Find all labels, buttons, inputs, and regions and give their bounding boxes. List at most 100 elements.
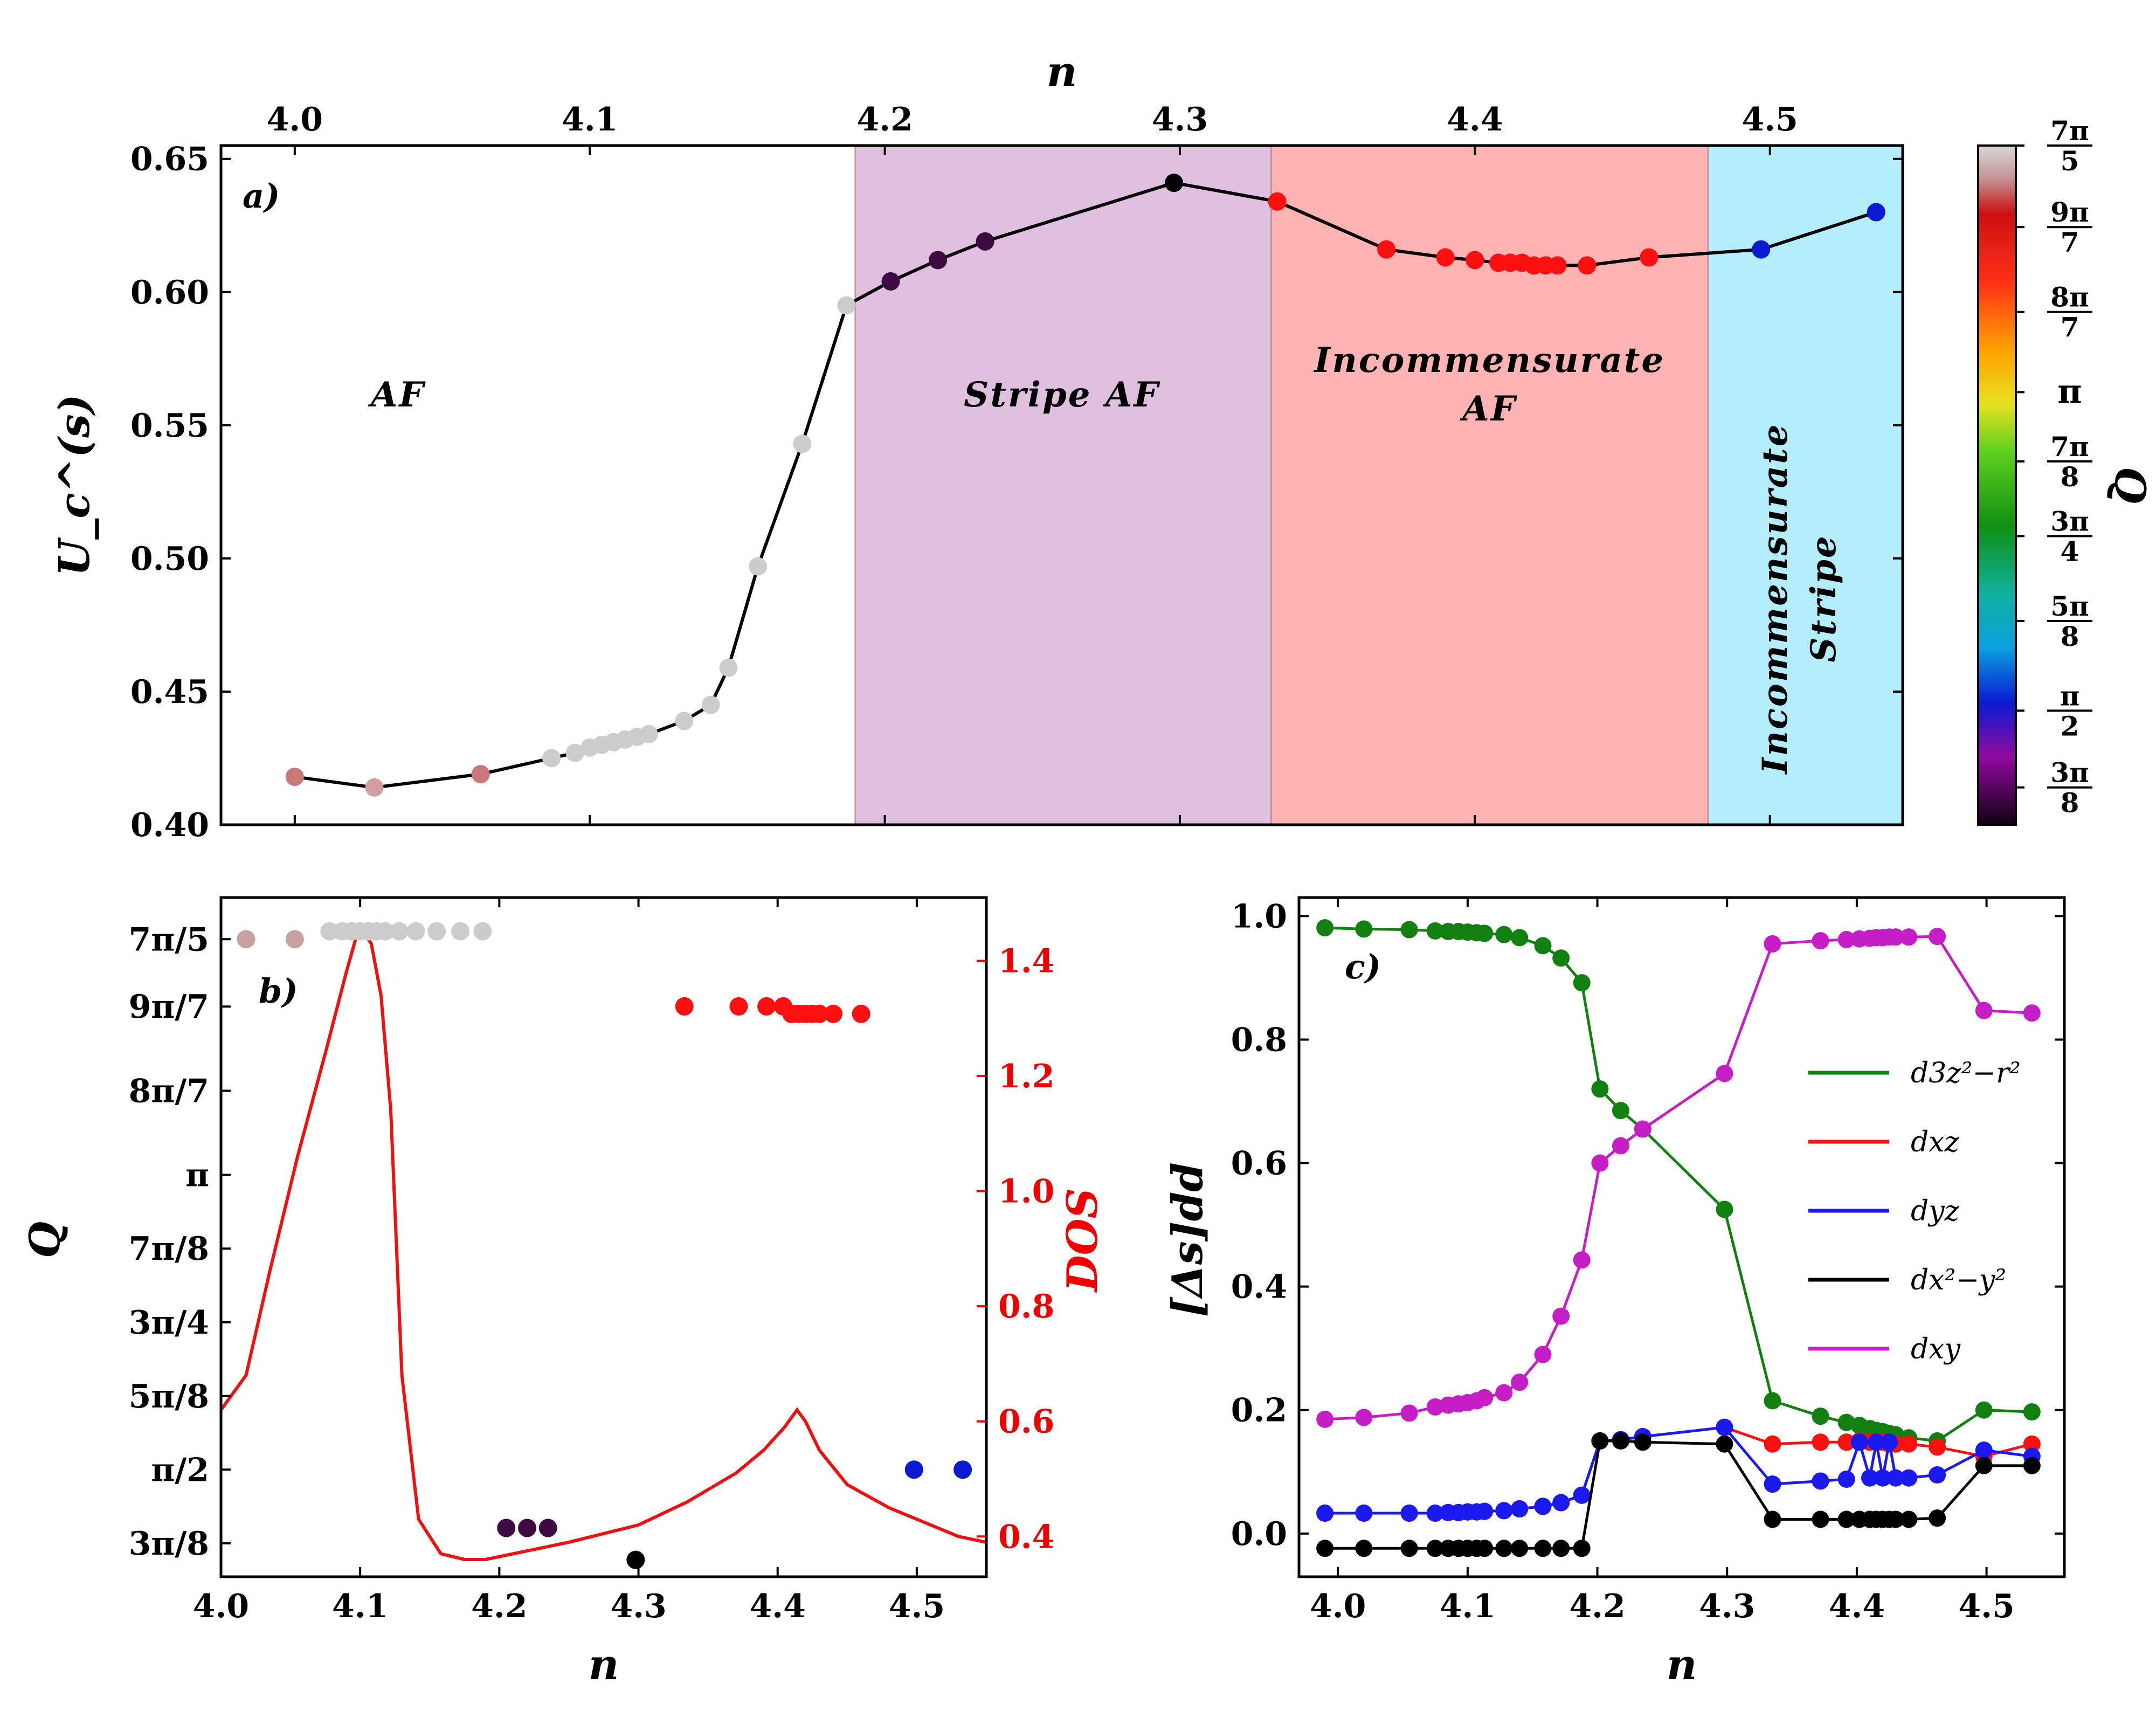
cb-tick-den: 8 (2061, 787, 2079, 819)
legend-label-2: dyz (1911, 1195, 1960, 1227)
c-series-point-3 (1764, 1510, 1781, 1528)
b-y-ticks: 3π/8 π/2 5π/8 3π/4 7π/8 π 8π/7 9π/7 7π/5 (129, 921, 231, 1563)
c-series-point-2 (1534, 1498, 1552, 1515)
c-series-point-3 (1900, 1510, 1918, 1528)
b-q-point (538, 1519, 557, 1537)
c-series-point-4 (1534, 1346, 1552, 1363)
c-series (1316, 919, 2041, 1557)
b-x-ticks: 4.0 4.1 4.2 4.3 4.4 4.5 (193, 898, 945, 1625)
c-x-tick-label: 4.1 (1440, 1588, 1496, 1625)
c-series-point-2 (1573, 1486, 1591, 1504)
b-q-point (320, 922, 339, 941)
b-x-tick-label: 4.4 (750, 1588, 806, 1625)
b-q-point (237, 930, 255, 949)
b-q-point (473, 922, 492, 941)
c-x-tick-label: 4.0 (1310, 1588, 1366, 1625)
b-q-point (852, 1004, 870, 1023)
cb-tick-den: 2 (2061, 710, 2079, 742)
b-y-tick-label: 3π/8 (129, 1525, 209, 1563)
b-x-tick-label: 4.1 (332, 1588, 388, 1625)
b-q-point (757, 997, 776, 1016)
c-series-point-4 (1764, 935, 1781, 953)
a-y-ticks: 0.40 0.45 0.50 0.55 0.60 0.65 (130, 141, 1903, 844)
phase-label-0: AF (368, 375, 426, 415)
b-q-point (390, 922, 409, 941)
a-x-tick-label: 4.0 (267, 101, 323, 139)
b-right-y-tick-label: 1.4 (998, 942, 1054, 980)
c-series-point-4 (2023, 1004, 2041, 1022)
b-right-y-axis-label: DOS (1058, 1188, 1107, 1293)
b-x-tick-label: 4.0 (193, 1588, 249, 1625)
phase-region-3 (1708, 146, 1903, 825)
b-x-tick-label: 4.2 (471, 1588, 527, 1625)
c-series-point-3 (1887, 1510, 1905, 1528)
b-q-point (451, 922, 470, 941)
b-q-point (406, 922, 425, 941)
c-y-tick-label: 0.0 (1231, 1515, 1287, 1553)
c-series-point-4 (1316, 1410, 1334, 1428)
b-right-y-tick-label: 0.8 (998, 1288, 1054, 1326)
b-q-point (427, 922, 446, 941)
c-series-point-0 (1476, 924, 1494, 942)
cb-tick-den: 5 (2061, 145, 2079, 177)
a-point (1436, 248, 1455, 267)
a-x-tick-label: 4.4 (1447, 101, 1503, 139)
c-series-point-4 (1495, 1384, 1513, 1402)
cb-tick-num: π (2060, 680, 2080, 712)
c-series-point-2 (1868, 1433, 1885, 1451)
phase-label-line: AF (368, 375, 426, 415)
a-point (929, 251, 948, 270)
c-series-point-3 (1812, 1510, 1829, 1528)
c-series-point-3 (1511, 1540, 1529, 1557)
a-point (1640, 248, 1659, 267)
a-point (1867, 203, 1885, 222)
phase-label-line: Incommensurate (1313, 340, 1665, 381)
a-y-axis-label: U_c^(s) (50, 394, 99, 576)
c-series-point-3 (1426, 1540, 1444, 1557)
a-point (837, 296, 856, 315)
c-series-point-4 (1716, 1065, 1733, 1082)
c-series-point-3 (1495, 1540, 1513, 1557)
phase-label-1: Stripe AF (964, 375, 1160, 415)
c-x-tick-label: 4.3 (1699, 1588, 1755, 1625)
b-q-point (824, 1004, 842, 1023)
b-q-point (904, 1460, 923, 1479)
a-plot-frame (219, 144, 1904, 826)
b-q-point (953, 1460, 972, 1479)
b-y-tick-label: 7π/5 (129, 921, 209, 958)
c-series-point-2 (1975, 1441, 1993, 1459)
c-series-point-3 (1573, 1540, 1591, 1557)
c-series-point-0 (1316, 919, 1334, 937)
c-series-point-4 (1837, 930, 1855, 948)
a-point (1268, 192, 1287, 211)
a-point (1466, 251, 1484, 270)
a-data-points (285, 174, 1885, 797)
c-series-point-2 (1881, 1433, 1898, 1451)
c-series-point-2 (1511, 1500, 1529, 1517)
c-series-point-4 (1612, 1137, 1629, 1155)
c-series-point-1 (1812, 1433, 1829, 1451)
c-series-point-3 (1612, 1432, 1629, 1450)
c-y-tick-label: 0.6 (1231, 1145, 1287, 1183)
a-x-tick-label: 4.5 (1742, 101, 1798, 139)
b-q-point (376, 922, 395, 941)
c-x-ticks: 4.0 4.1 4.2 4.3 4.4 4.5 (1310, 898, 2015, 1625)
b-panel-label: b) (259, 971, 298, 1011)
legend-label-0: d3z²−r² (1911, 1057, 2021, 1089)
b-q-point (497, 1519, 516, 1537)
c-series-point-3 (1552, 1540, 1570, 1557)
c-series-point-3 (2023, 1457, 2041, 1474)
b-y-tick-label: π/2 (151, 1451, 209, 1489)
c-series-point-0 (1812, 1407, 1829, 1425)
c-series-point-3 (1634, 1433, 1651, 1451)
cb-tick-den: 4 (2061, 536, 2079, 568)
a-point (639, 725, 658, 743)
c-series-line-3 (1325, 1439, 2032, 1550)
b-right-y-tick-label: 0.4 (998, 1518, 1054, 1556)
a-point (1165, 174, 1183, 192)
c-series-point-4 (1426, 1398, 1444, 1416)
c-series-point-4 (1900, 928, 1918, 946)
